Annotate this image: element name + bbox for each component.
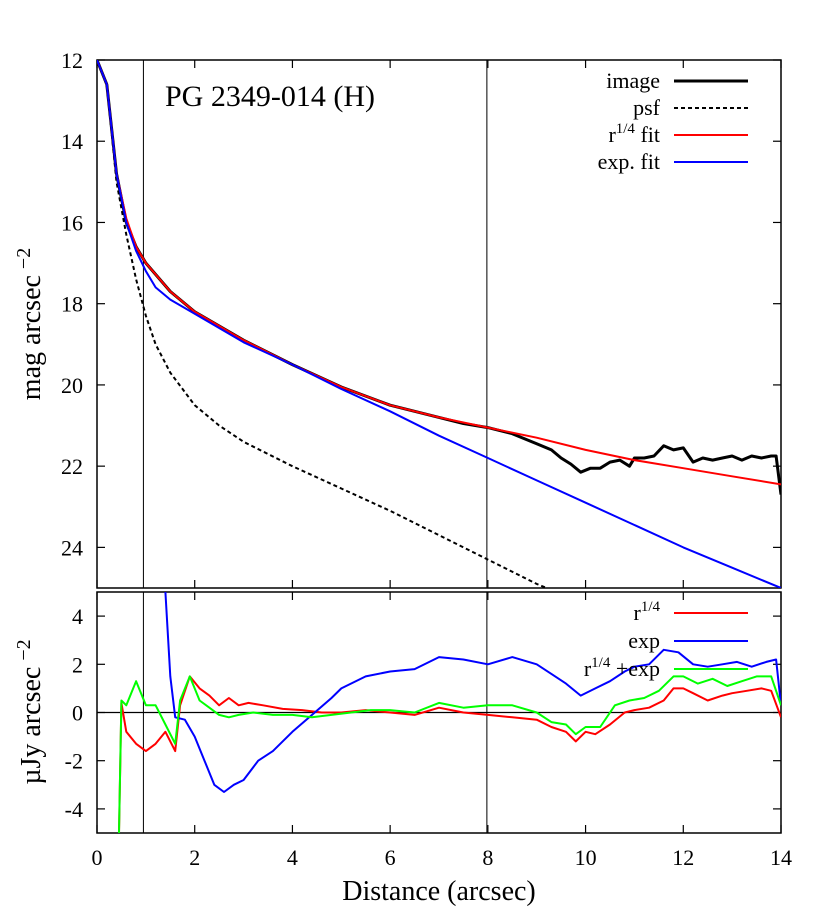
bottom-y-tick-label: 0 [72, 701, 83, 726]
top-y-tick-label: 18 [61, 292, 83, 317]
x-tick-label: 6 [385, 845, 396, 870]
bottom-ticks: -4 -2 0 2 4 0 2 4 6 8 10 12 14 [65, 592, 792, 870]
bottom-series [118, 592, 781, 833]
x-tick-label: 14 [770, 845, 792, 870]
top-legend-label: exp. fit [598, 149, 660, 174]
top-plot-frame [96, 59, 782, 589]
top-y-tick-label: 20 [61, 373, 83, 398]
top-legend-label: r1/4 fit [608, 121, 660, 147]
x-tick-label: 2 [189, 845, 200, 870]
top-y-tick-label: 14 [61, 129, 83, 154]
top-y-tick-label: 12 [61, 48, 83, 73]
top-series-r1-4-fit [97, 60, 781, 486]
top-y-tick-label: 24 [61, 535, 83, 560]
top-y-axis-label-text: mag arcsec [16, 275, 47, 400]
bottom-y-tick-label: 2 [72, 652, 83, 677]
top-y-axis-label: mag arcsec −2 [13, 248, 47, 400]
top-ticks: 12 14 16 18 20 22 24 [61, 48, 782, 588]
bottom-series-exp [164, 592, 781, 793]
bottom-panel: -4 -2 0 2 4 0 2 4 6 8 10 12 14 µJy arcsec −2 Distance… [13, 591, 792, 907]
top-series-image [97, 60, 781, 495]
bottom-y-tick-label: -2 [65, 749, 83, 774]
x-tick-label: 0 [92, 845, 103, 870]
top-y-tick-label: 16 [61, 210, 83, 235]
x-tick-label: 8 [482, 845, 493, 870]
top-chart-title: PG 2349-014 (H) [165, 80, 375, 113]
top-series-exp-fit [97, 60, 781, 588]
bottom-series-r1-4 [118, 675, 781, 833]
top-reference-lines [142, 60, 488, 588]
top-series-psf [97, 60, 547, 588]
top-panel: 12 14 16 18 20 22 24 PG 2349-014 (H) mag arcse… [13, 48, 782, 589]
bottom-y-tick-label: -4 [65, 797, 83, 822]
bottom-legend-label: r1/4 [634, 599, 661, 625]
top-series [97, 60, 781, 588]
bottom-y-axis-label-exponent: −2 [13, 639, 35, 660]
top-legend-label: image [606, 68, 660, 93]
x-axis-label: Distance (arcsec) [342, 876, 536, 907]
bottom-legend-label: r1/4 +exp [584, 655, 660, 681]
bottom-series-r1-4-exp [118, 675, 781, 833]
bottom-y-tick-label: 4 [72, 604, 83, 629]
bottom-legend-label: exp [628, 628, 660, 653]
x-tick-label: 10 [575, 845, 597, 870]
top-legend-label: psf [633, 95, 661, 120]
bottom-y-axis-label-text: µJy arcsec [16, 667, 47, 785]
top-y-tick-label: 22 [61, 454, 83, 479]
bottom-y-axis-label: µJy arcsec −2 [13, 639, 47, 784]
x-tick-label: 12 [672, 845, 694, 870]
bottom-reference-lines [97, 592, 781, 833]
x-tick-label: 4 [287, 845, 298, 870]
top-y-axis-label-exponent: −2 [13, 248, 35, 269]
